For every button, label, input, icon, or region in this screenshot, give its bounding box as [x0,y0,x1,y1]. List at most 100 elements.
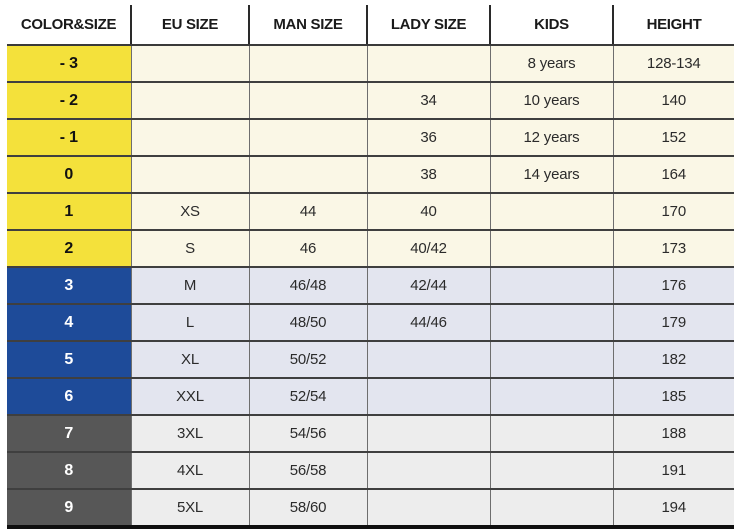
table-row: 2 S 46 40/42 173 [7,229,734,268]
cell-eu-size [130,81,250,120]
cell-kids [489,303,614,342]
cell-eu-size: 5XL [130,488,250,528]
header-row: COLOR&SIZE EU SIZE MAN SIZE LADY SIZE KI… [7,5,734,46]
cell-color-size: 8 [7,451,132,490]
cell-color-size: 7 [7,414,132,453]
cell-man-size [248,81,368,120]
cell-color-size: 4 [7,303,132,342]
cell-height: 194 [612,488,734,528]
cell-eu-size: M [130,266,250,305]
cell-height: 182 [612,340,734,379]
table-row: 5 XL 50/52 182 [7,340,734,379]
cell-eu-size: 4XL [130,451,250,490]
column-header-lady-size: LADY SIZE [366,5,491,46]
cell-lady-size [366,488,491,528]
table-row: 0 38 14 years 164 [7,155,734,194]
cell-height: 176 [612,266,734,305]
cell-height: 188 [612,414,734,453]
cell-height: 185 [612,377,734,416]
cell-eu-size: 3XL [130,414,250,453]
cell-eu-size [130,155,250,194]
cell-color-size: 3 [7,266,132,305]
cell-lady-size: 40/42 [366,229,491,268]
cell-man-size: 56/58 [248,451,368,490]
cell-height: 152 [612,118,734,157]
cell-lady-size [366,44,491,83]
cell-kids: 14 years [489,155,614,194]
column-header-eu-size: EU SIZE [130,5,250,46]
column-header-height: HEIGHT [612,5,734,46]
cell-man-size: 46 [248,229,368,268]
table-header: COLOR&SIZE EU SIZE MAN SIZE LADY SIZE KI… [7,5,734,46]
cell-man-size: 58/60 [248,488,368,528]
cell-lady-size [366,451,491,490]
cell-color-size: 0 [7,155,132,194]
cell-height: 191 [612,451,734,490]
cell-color-size: 6 [7,377,132,416]
cell-height: 170 [612,192,734,231]
cell-height: 179 [612,303,734,342]
cell-lady-size: 40 [366,192,491,231]
cell-kids [489,377,614,416]
cell-man-size: 54/56 [248,414,368,453]
cell-eu-size [130,118,250,157]
table-row: 9 5XL 58/60 194 [7,488,734,528]
cell-lady-size: 38 [366,155,491,194]
cell-kids: 10 years [489,81,614,120]
cell-lady-size [366,377,491,416]
cell-kids [489,488,614,528]
cell-color-size: 5 [7,340,132,379]
cell-lady-size: 42/44 [366,266,491,305]
cell-man-size [248,155,368,194]
cell-lady-size: 44/46 [366,303,491,342]
column-header-color-size: COLOR&SIZE [7,5,132,46]
cell-color-size: 2 [7,229,132,268]
column-header-man-size: MAN SIZE [248,5,368,46]
cell-color-size: - 3 [7,44,132,83]
cell-man-size [248,118,368,157]
size-chart: COLOR&SIZE EU SIZE MAN SIZE LADY SIZE KI… [7,5,734,529]
cell-eu-size: XS [130,192,250,231]
table-row: 6 XXL 52/54 185 [7,377,734,416]
cell-height: 164 [612,155,734,194]
cell-lady-size [366,340,491,379]
cell-height: 173 [612,229,734,268]
cell-man-size [248,44,368,83]
table-row: 3 M 46/48 42/44 176 [7,266,734,305]
cell-man-size: 46/48 [248,266,368,305]
cell-man-size: 44 [248,192,368,231]
cell-color-size: 9 [7,488,132,528]
cell-kids [489,451,614,490]
cell-eu-size: XL [130,340,250,379]
table-row: 1 XS 44 40 170 [7,192,734,231]
cell-eu-size: S [130,229,250,268]
cell-man-size: 52/54 [248,377,368,416]
table-row: - 3 8 years 128-134 [7,44,734,83]
cell-kids: 8 years [489,44,614,83]
size-chart-table: COLOR&SIZE EU SIZE MAN SIZE LADY SIZE KI… [7,5,734,529]
cell-kids [489,229,614,268]
cell-height: 128-134 [612,44,734,83]
cell-man-size: 48/50 [248,303,368,342]
cell-man-size: 50/52 [248,340,368,379]
cell-color-size: - 2 [7,81,132,120]
cell-lady-size: 34 [366,81,491,120]
cell-kids [489,266,614,305]
cell-eu-size: XXL [130,377,250,416]
cell-height: 140 [612,81,734,120]
cell-lady-size [366,414,491,453]
table-row: 7 3XL 54/56 188 [7,414,734,453]
cell-color-size: - 1 [7,118,132,157]
table-row: - 2 34 10 years 140 [7,81,734,120]
cell-eu-size [130,44,250,83]
table-row: - 1 36 12 years 152 [7,118,734,157]
cell-kids [489,192,614,231]
cell-kids [489,340,614,379]
table-row: 8 4XL 56/58 191 [7,451,734,490]
cell-kids [489,414,614,453]
cell-color-size: 1 [7,192,132,231]
column-header-kids: KIDS [489,5,614,46]
table-row: 4 L 48/50 44/46 179 [7,303,734,342]
cell-eu-size: L [130,303,250,342]
